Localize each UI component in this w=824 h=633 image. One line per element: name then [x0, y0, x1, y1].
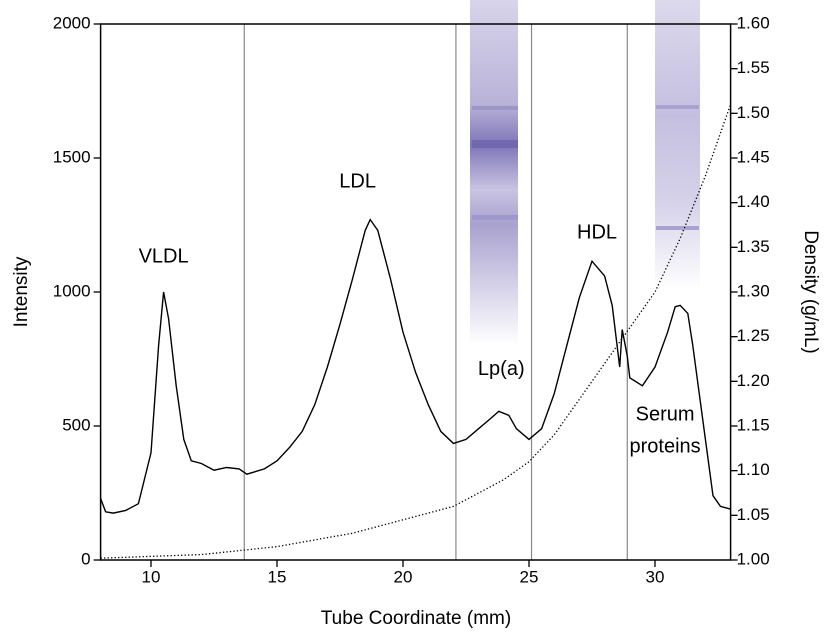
gel-band [472, 106, 518, 110]
y2-tick-label: 1.30 [737, 281, 770, 300]
y2-tick-label: 1.05 [737, 505, 770, 524]
x-tick-label: 15 [268, 567, 287, 586]
y2-tick-label: 1.00 [737, 549, 770, 568]
gel-image [470, 0, 518, 345]
y-tick-label: 1000 [53, 281, 91, 300]
gel-band [656, 105, 699, 109]
gel-band [472, 215, 518, 220]
y2-tick-label: 1.45 [737, 147, 770, 166]
x-tick-label: 25 [520, 567, 539, 586]
y-tick-label: 1500 [53, 147, 91, 166]
gel-band [472, 140, 518, 148]
plot-frame [99, 23, 732, 561]
y2-tick-label: 1.55 [737, 58, 770, 77]
y2-axis-label: Density (g/mL) [800, 230, 821, 354]
y2-tick-label: 1.20 [737, 371, 770, 390]
y2-tick-label: 1.10 [737, 460, 770, 479]
x-axis-label: Tube Coordinate (mm) [321, 608, 511, 629]
annotation: LDL [339, 170, 376, 192]
annotation: HDL [577, 221, 617, 243]
density-line [100, 104, 732, 559]
annotation: proteins [630, 436, 701, 458]
x-tick-label: 30 [646, 567, 665, 586]
gel-image [655, 0, 700, 290]
y-tick-label: 2000 [53, 13, 91, 32]
y2-tick-label: 1.40 [737, 192, 770, 211]
y-tick-label: 500 [62, 415, 90, 434]
x-tick-label: 20 [394, 567, 413, 586]
annotation: Serum [636, 404, 695, 426]
y2-tick-label: 1.50 [737, 103, 770, 122]
annotation: VLDL [139, 245, 189, 267]
y2-tick-label: 1.25 [737, 326, 770, 345]
gel-band [656, 226, 699, 230]
y-axis-label: Intensity [11, 256, 32, 327]
y-tick-label: 0 [81, 549, 90, 568]
annotation: Lp(a) [478, 358, 525, 380]
intensity-line [99, 218, 731, 514]
y2-tick-label: 1.60 [737, 13, 770, 32]
x-tick-label: 10 [142, 567, 161, 586]
y2-tick-label: 1.35 [737, 237, 770, 256]
y2-tick-label: 1.15 [737, 415, 770, 434]
